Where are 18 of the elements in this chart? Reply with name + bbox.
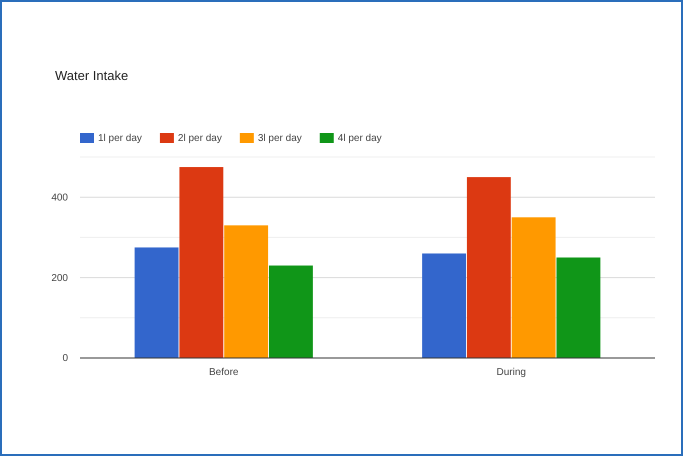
legend-label: 3l per day [258, 133, 302, 144]
x-tick-label: During [496, 367, 526, 378]
bar [134, 247, 179, 358]
y-tick-label: 400 [51, 192, 68, 204]
y-tick-label: 0 [62, 353, 68, 364]
bar [556, 258, 600, 358]
legend-label: 2l per day [178, 133, 222, 144]
bar [224, 225, 268, 358]
bar [179, 167, 224, 358]
chart-title: Water Intake [55, 68, 128, 83]
bar [422, 253, 466, 358]
bar [268, 266, 313, 358]
legend-label: 4l per day [338, 133, 382, 144]
bar [512, 217, 556, 358]
bar [466, 177, 511, 358]
legend-label: 1l per day [98, 133, 142, 144]
x-tick-label: Before [209, 367, 239, 378]
y-tick-label: 200 [51, 272, 68, 284]
